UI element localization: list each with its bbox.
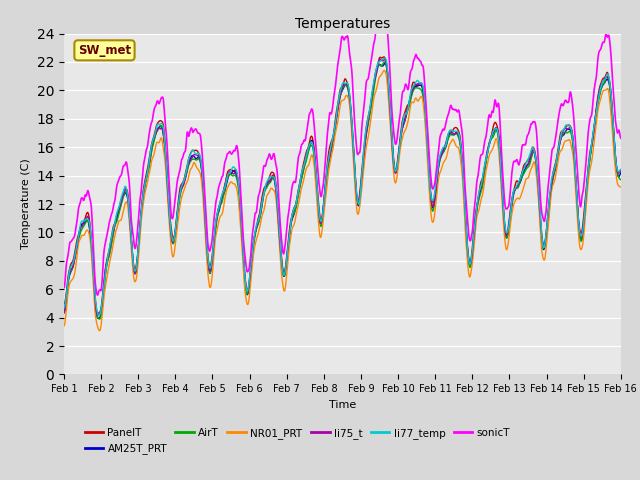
NR01_PRT: [449, 136, 457, 142]
NR01_PRT: [380, 68, 388, 73]
AirT: [617, 177, 625, 182]
li75_t: [60, 310, 68, 316]
sonicT: [60, 285, 68, 290]
li77_temp: [413, 78, 421, 84]
NR01_PRT: [520, 184, 527, 190]
PanelT: [380, 54, 388, 60]
PanelT: [237, 207, 244, 213]
li75_t: [376, 56, 384, 62]
li77_temp: [95, 313, 103, 319]
sonicT: [413, 55, 421, 60]
Line: li77_temp: li77_temp: [64, 58, 621, 316]
NR01_PRT: [617, 184, 625, 190]
li77_temp: [617, 167, 625, 172]
li75_t: [449, 131, 457, 136]
li75_t: [479, 176, 486, 181]
AirT: [60, 310, 68, 316]
AM25T_PRT: [449, 132, 457, 138]
AM25T_PRT: [479, 180, 486, 185]
AirT: [479, 184, 486, 190]
Line: AM25T_PRT: AM25T_PRT: [64, 63, 621, 318]
AM25T_PRT: [449, 132, 456, 138]
NR01_PRT: [237, 226, 244, 232]
sonicT: [520, 142, 527, 148]
AirT: [381, 59, 388, 65]
li75_t: [94, 312, 102, 318]
AM25T_PRT: [520, 169, 527, 175]
Y-axis label: Temperature (C): Temperature (C): [21, 158, 31, 250]
AM25T_PRT: [381, 60, 389, 66]
li77_temp: [520, 167, 527, 172]
AM25T_PRT: [60, 309, 68, 314]
PanelT: [520, 163, 527, 168]
sonicT: [617, 135, 625, 141]
AM25T_PRT: [95, 315, 102, 321]
li75_t: [413, 81, 421, 87]
NR01_PRT: [479, 192, 486, 197]
li77_temp: [60, 305, 68, 311]
Title: Temperatures: Temperatures: [295, 17, 390, 31]
AirT: [237, 214, 244, 219]
Line: PanelT: PanelT: [64, 57, 621, 313]
AirT: [520, 171, 527, 177]
NR01_PRT: [449, 136, 456, 142]
li77_temp: [479, 175, 486, 180]
li77_temp: [449, 129, 457, 134]
li77_temp: [381, 55, 388, 61]
Line: NR01_PRT: NR01_PRT: [64, 71, 621, 331]
PanelT: [449, 128, 456, 133]
Line: AirT: AirT: [64, 62, 621, 319]
AM25T_PRT: [413, 83, 421, 89]
li77_temp: [237, 208, 244, 214]
AirT: [449, 132, 456, 137]
PanelT: [449, 127, 457, 133]
NR01_PRT: [413, 97, 421, 103]
li75_t: [520, 166, 527, 171]
sonicT: [93, 292, 101, 298]
li75_t: [237, 211, 244, 216]
AirT: [449, 132, 457, 137]
Line: sonicT: sonicT: [64, 18, 621, 295]
PanelT: [60, 301, 68, 307]
PanelT: [413, 83, 421, 88]
sonicT: [449, 107, 456, 112]
sonicT: [378, 15, 386, 21]
PanelT: [95, 310, 103, 316]
li77_temp: [449, 128, 456, 134]
NR01_PRT: [96, 328, 104, 334]
X-axis label: Time: Time: [329, 400, 356, 409]
PanelT: [479, 176, 486, 181]
AM25T_PRT: [237, 212, 244, 217]
Legend: PanelT, AM25T_PRT, AirT, NR01_PRT, li75_t, li77_temp, sonicT: PanelT, AM25T_PRT, AirT, NR01_PRT, li75_…: [81, 424, 514, 458]
sonicT: [479, 151, 486, 157]
AirT: [413, 85, 421, 91]
sonicT: [449, 107, 457, 112]
Text: SW_met: SW_met: [78, 44, 131, 57]
Line: li75_t: li75_t: [64, 59, 621, 315]
NR01_PRT: [60, 323, 68, 329]
PanelT: [617, 168, 625, 174]
sonicT: [237, 191, 244, 196]
AM25T_PRT: [617, 170, 625, 176]
AirT: [96, 316, 104, 322]
li75_t: [617, 168, 625, 173]
li75_t: [449, 130, 456, 136]
